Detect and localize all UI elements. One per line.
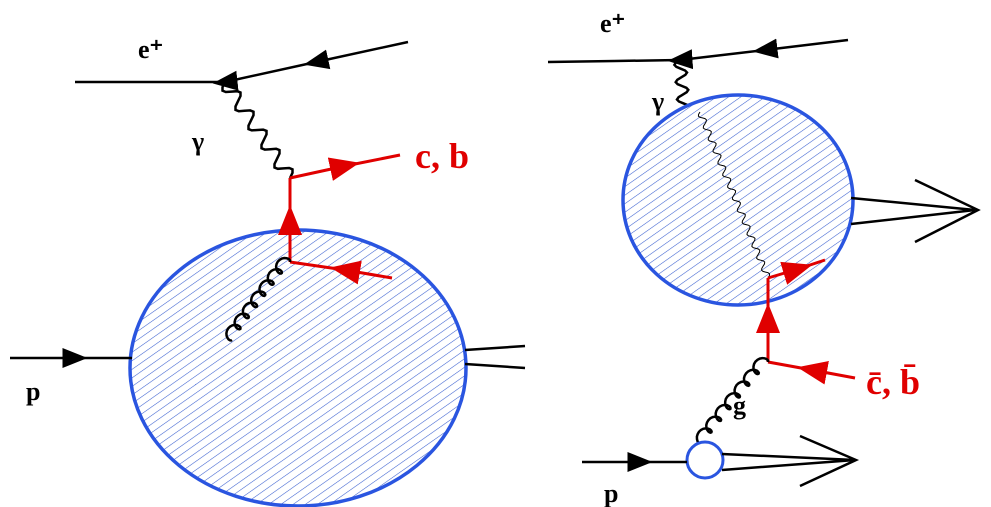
photon	[223, 82, 293, 178]
label: e⁺	[138, 35, 163, 64]
proton-vertex	[687, 442, 723, 478]
label: g	[733, 391, 746, 420]
positron-line	[150, 62, 316, 82]
label: c̄, b̄	[866, 362, 920, 402]
positron-line	[615, 50, 765, 61]
quark-line	[812, 370, 855, 378]
right-diagram: e⁺ γ c̄, b̄ g p	[548, 9, 978, 507]
quark-line	[290, 166, 345, 178]
hadron-blob	[623, 95, 853, 305]
remnant-line	[465, 346, 525, 350]
remnant-arrow	[722, 454, 855, 470]
label: p	[26, 377, 40, 406]
feynman-diagrams: e⁺ γ c, b p e⁺ γ c̄, b̄ g p	[0, 0, 991, 507]
remnant-line	[465, 364, 525, 368]
quark-line	[345, 155, 400, 166]
label: γ	[651, 87, 664, 116]
label: p	[604, 479, 618, 507]
quark-line	[768, 362, 812, 370]
positron-line	[548, 61, 615, 62]
positron-line	[316, 42, 408, 62]
proton-blob	[130, 230, 466, 506]
label: c, b	[415, 136, 469, 176]
label: γ	[191, 127, 204, 156]
label: e⁺	[600, 9, 625, 38]
positron-line	[765, 40, 848, 50]
left-diagram: e⁺ γ c, b p	[10, 35, 525, 506]
